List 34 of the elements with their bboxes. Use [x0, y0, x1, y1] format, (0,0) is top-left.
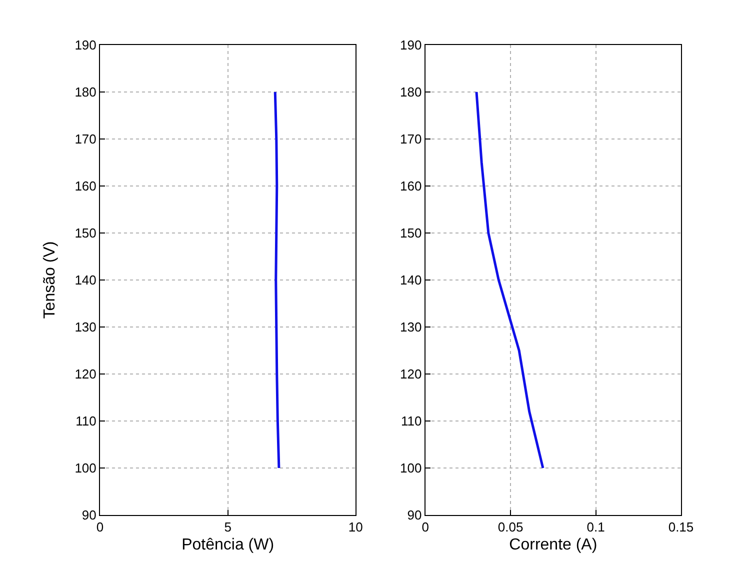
- x-tick-label: 0.15: [668, 520, 694, 535]
- y-tick-label: 120: [400, 366, 422, 382]
- y-tick-label: 100: [74, 460, 96, 476]
- y-tick-label: 130: [74, 320, 96, 335]
- y-tick-label: 160: [400, 178, 422, 194]
- y-tick-label: 110: [401, 414, 422, 429]
- y-tick-label: 180: [74, 84, 96, 100]
- y-tick-label: 170: [74, 132, 96, 147]
- y-tick-label: 160: [74, 178, 96, 194]
- y-tick-label: 140: [400, 272, 422, 288]
- y-tick-label: 170: [400, 132, 422, 147]
- y-tick-label: 130: [400, 320, 422, 335]
- x-tick-label: 5: [224, 520, 232, 535]
- y-tick-label: 190: [74, 38, 96, 53]
- y-tick-label: 180: [400, 84, 422, 100]
- y-tick-label: 150: [74, 226, 96, 241]
- y-axis-title: Tensão (V): [42, 241, 59, 319]
- line-series: [274, 90, 280, 470]
- x-tick-label: 10: [348, 520, 363, 535]
- y-tick-label: 90: [407, 508, 422, 523]
- y-tick-label: 190: [400, 38, 422, 53]
- y-tick-label: 140: [74, 272, 96, 288]
- y-tick-label: 90: [82, 508, 96, 523]
- y-tick-label: 120: [74, 366, 96, 382]
- x-tick-label: 0.1: [586, 520, 605, 535]
- line-series: [475, 90, 544, 470]
- x-tick-label: 0: [96, 520, 104, 535]
- y-tick-label: 150: [400, 226, 422, 241]
- x-tick-label: 0.05: [498, 520, 524, 535]
- x-axis-title: Potência (W): [182, 536, 274, 554]
- y-tick-label: 110: [76, 414, 96, 429]
- x-tick-label: 0: [422, 520, 429, 535]
- x-axis-title: Corrente (A): [509, 536, 598, 554]
- y-tick-label: 100: [400, 460, 422, 476]
